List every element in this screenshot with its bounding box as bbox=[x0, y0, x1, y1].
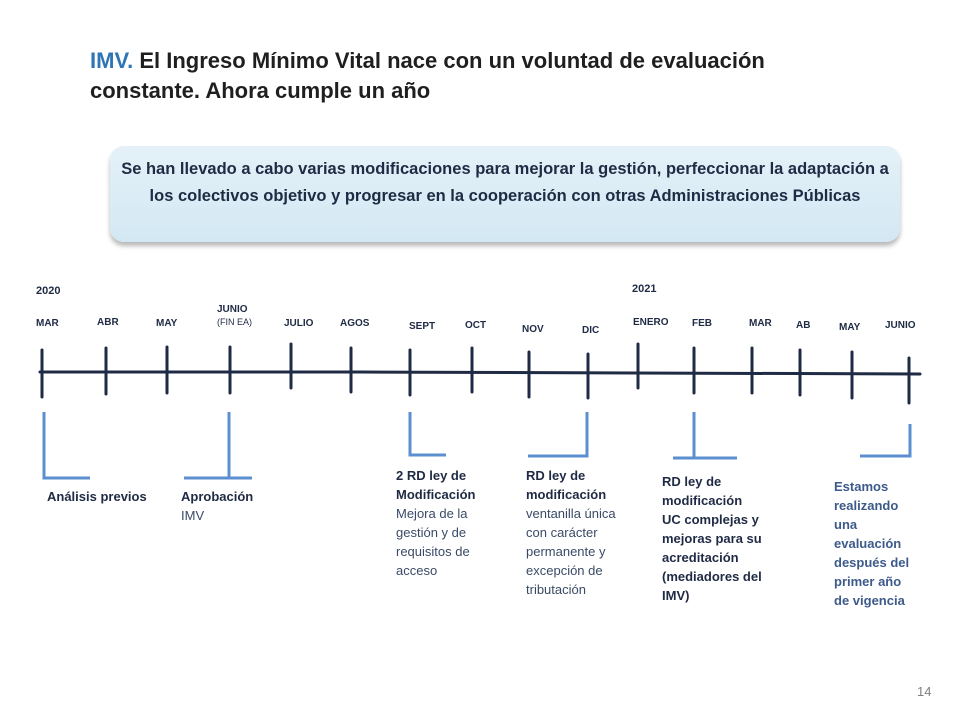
connector-aprobacion bbox=[184, 412, 252, 480]
month-junio-2021: JUNIO bbox=[885, 320, 916, 331]
event-evaluacion-line-1: Estamos bbox=[834, 479, 889, 494]
event-rd-dic-detail-2: con carácter bbox=[526, 525, 598, 540]
event-rd-sept-detail-4: acceso bbox=[396, 563, 438, 578]
event-rd-dic-detail-4: excepción de bbox=[526, 563, 603, 578]
month-enero: ENERO bbox=[633, 317, 669, 328]
event-rd-feb-line-2: modificación bbox=[662, 493, 743, 508]
month-dic: DIC bbox=[582, 325, 600, 336]
event-rd-feb-line-4: mejoras para su bbox=[662, 531, 762, 546]
event-rd-dic-title-1: RD ley de bbox=[526, 468, 586, 483]
junio-sublabel: (FIN EA) bbox=[217, 317, 252, 327]
month-julio: JULIO bbox=[284, 318, 314, 329]
year-2021-label: 2021 bbox=[632, 283, 657, 295]
event-rd-dic-detail-3: permanente y bbox=[526, 544, 606, 559]
event-rd-modificacion-dic: RD ley de modificación ventanilla única … bbox=[526, 466, 616, 599]
event-analisis-previos: Análisis previos bbox=[47, 487, 147, 506]
event-evaluacion-line-4: evaluación bbox=[834, 536, 902, 551]
event-evaluacion-line-5: después del bbox=[834, 555, 910, 570]
timeline-axis bbox=[38, 370, 922, 376]
event-rd-modificacion-feb: RD ley de modificación UC complejas y me… bbox=[662, 472, 762, 605]
title-text: El Ingreso Mínimo Vital nace con un volu… bbox=[90, 48, 765, 103]
event-aprobacion-detail: IMV bbox=[181, 508, 205, 523]
month-junio-2020: JUNIO bbox=[217, 304, 248, 315]
event-evaluacion-line-3: una bbox=[834, 517, 858, 532]
event-rd-modificacion-sept: 2 RD ley de Modificación Mejora de la ge… bbox=[396, 466, 475, 580]
event-evaluacion-line-2: realizando bbox=[834, 498, 899, 513]
event-rd-feb-line-5: acreditación bbox=[662, 550, 739, 565]
event-rd-feb-line-6: (mediadores del bbox=[662, 569, 762, 584]
month-abr: ABR bbox=[97, 317, 119, 328]
month-may-2020: MAY bbox=[156, 318, 178, 329]
event-rd-sept-detail-1: Mejora de la bbox=[396, 506, 468, 521]
event-evaluacion-line-7: de vigencia bbox=[834, 593, 905, 608]
event-aprobacion: Aprobación IMV bbox=[181, 487, 253, 525]
event-evaluacion-line-6: primer año bbox=[834, 574, 902, 589]
month-sept: SEPT bbox=[409, 321, 436, 332]
event-rd-sept-title-1: 2 RD ley de bbox=[396, 468, 467, 483]
slide-title: IMV. El Ingreso Mínimo Vital nace con un… bbox=[90, 46, 850, 106]
callout-bold: modificaciones bbox=[350, 160, 471, 178]
event-evaluacion: Estamos realizando una evaluación despué… bbox=[834, 477, 909, 610]
month-may-2021: MAY bbox=[839, 322, 861, 333]
connector-rd-feb bbox=[673, 412, 737, 460]
event-analisis-title: Análisis previos bbox=[47, 489, 147, 504]
event-rd-dic-title-2: modificación bbox=[526, 487, 607, 502]
summary-callout: Se han llevado a cabo varias modificacio… bbox=[110, 146, 900, 242]
month-ab: AB bbox=[796, 320, 811, 331]
callout-text-1: Se han llevado a cabo varias bbox=[121, 160, 346, 178]
page-number: 14 bbox=[917, 684, 932, 699]
event-rd-feb-line-7: IMV) bbox=[662, 588, 690, 603]
callout-text-2: para mejorar la gestión, perfeccionar la… bbox=[149, 160, 889, 205]
event-rd-sept-title-2: Modificación bbox=[396, 487, 476, 502]
event-rd-feb-line-1: RD ley de bbox=[662, 474, 722, 489]
event-rd-feb-line-3: UC complejas y bbox=[662, 512, 759, 527]
month-mar-2020: MAR bbox=[36, 318, 59, 329]
event-rd-dic-detail-5: tributación bbox=[526, 582, 586, 597]
event-rd-sept-detail-3: requisitos de bbox=[396, 544, 470, 559]
event-rd-dic-detail-1: ventanilla única bbox=[526, 506, 616, 521]
connector-rd-sept bbox=[408, 412, 446, 457]
connector-analisis bbox=[42, 412, 90, 480]
event-aprobacion-title: Aprobación bbox=[181, 489, 254, 504]
month-nov: NOV bbox=[522, 324, 544, 335]
title-accent: IMV. bbox=[90, 48, 134, 73]
connector-rd-dic bbox=[528, 412, 589, 458]
connector-evaluacion bbox=[860, 424, 912, 458]
year-2020-label: 2020 bbox=[36, 285, 61, 297]
month-feb: FEB bbox=[692, 318, 712, 329]
month-oct: OCT bbox=[465, 320, 487, 331]
month-agos: AGOS bbox=[340, 318, 370, 329]
event-rd-sept-detail-2: gestión y de bbox=[396, 525, 467, 540]
month-mar-2021: MAR bbox=[749, 318, 772, 329]
